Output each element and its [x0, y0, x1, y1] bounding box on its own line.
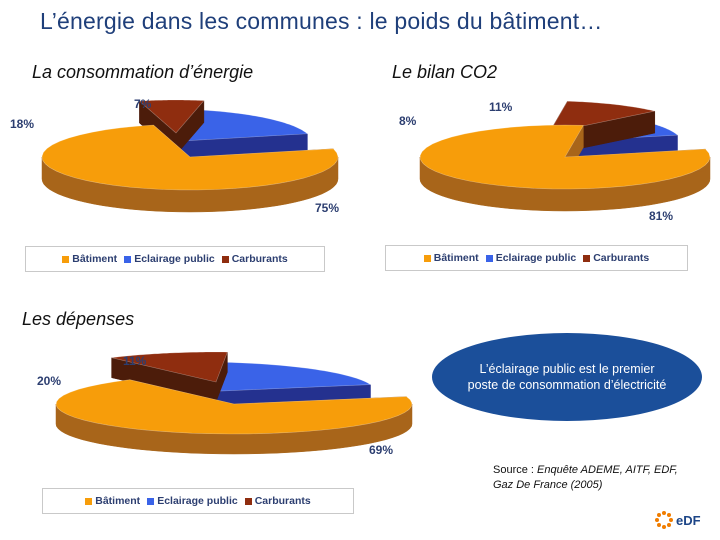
source-prefix: Source : [493, 464, 534, 476]
callout-note: L’éclairage public est le premier poste … [432, 333, 702, 421]
data-label-carburants: 11% [123, 354, 147, 368]
data-label-eclairage-public: 18% [10, 117, 34, 131]
pie-slice-batiment [41, 124, 339, 213]
legend-consumption: Bâtiment Eclairage public Carburants [25, 246, 325, 272]
legend-label: Carburants [593, 252, 650, 264]
data-label-carburants: 11% [489, 100, 513, 114]
source-text: Enquête ADEME, AITF, EDF, Gaz De France … [493, 464, 678, 491]
legend-swatch-batiment [85, 497, 93, 505]
legend-swatch-eclairage [147, 497, 155, 505]
legend-label: Eclairage public [134, 253, 215, 265]
data-label-batiment: 75% [315, 201, 339, 215]
legend-label: Bâtiment [433, 252, 479, 264]
page-title: L’énergie dans les communes : le poids d… [40, 8, 603, 34]
pie-slice-batiment [419, 124, 711, 212]
legend-item-batiment: Bâtiment [62, 253, 117, 265]
edf-logo-icon [655, 511, 673, 529]
legend-swatch-carburants [583, 254, 591, 262]
legend-swatch-eclairage [124, 255, 132, 263]
data-label-carburants: 7% [134, 97, 152, 111]
source-note: Source : Enquête ADEME, AITF, EDF, Gaz D… [493, 463, 693, 493]
data-label-batiment: 81% [649, 209, 673, 223]
legend-label: Bâtiment [72, 253, 118, 265]
legend-item-eclairage: Eclairage public [147, 495, 238, 507]
legend-item-eclairage: Eclairage public [124, 253, 215, 265]
legend-swatch-carburants [244, 497, 252, 505]
legend-label: Eclairage public [495, 252, 577, 264]
pie-slice-batiment [55, 379, 413, 455]
data-label-batiment: 69% [369, 443, 393, 457]
heading-spending: Les dépenses [22, 309, 135, 329]
legend-swatch-batiment [423, 254, 431, 262]
data-label-eclairage-public: 20% [37, 374, 61, 388]
legend-item-eclairage: Eclairage public [485, 252, 577, 264]
legend-item-batiment: Bâtiment [85, 495, 140, 507]
edf-logo: eDF [654, 510, 701, 530]
data-label-eclairage-public: 8% [399, 114, 417, 128]
heading-consumption: La consommation d’énergie [32, 62, 254, 82]
heading-co2: Le bilan CO2 [392, 62, 498, 82]
pie-slice-carburants [111, 351, 228, 403]
legend-label: Bâtiment [95, 495, 141, 507]
legend-item-batiment: Bâtiment [423, 252, 479, 264]
edf-logo-text: eDF [676, 512, 701, 528]
chart-spending: 69% 20% 11% [37, 351, 413, 457]
chart-co2: 81% 8% 11% [399, 100, 711, 223]
legend-label: Carburants [231, 253, 288, 265]
legend-swatch-batiment [62, 255, 70, 263]
chart-consumption: 75% 18% 7% [10, 97, 339, 215]
legend-swatch-eclairage [485, 254, 493, 262]
legend-item-carburants: Carburants [583, 252, 649, 264]
legend-item-carburants: Carburants [244, 495, 311, 507]
legend-label: Carburants [254, 495, 311, 507]
legend-spending: Bâtiment Eclairage public Carburants [42, 488, 354, 514]
legend-swatch-carburants [221, 255, 229, 263]
legend-item-carburants: Carburants [221, 253, 288, 265]
legend-label: Eclairage public [157, 495, 238, 507]
legend-co2: Bâtiment Eclairage public Carburants [385, 245, 688, 271]
